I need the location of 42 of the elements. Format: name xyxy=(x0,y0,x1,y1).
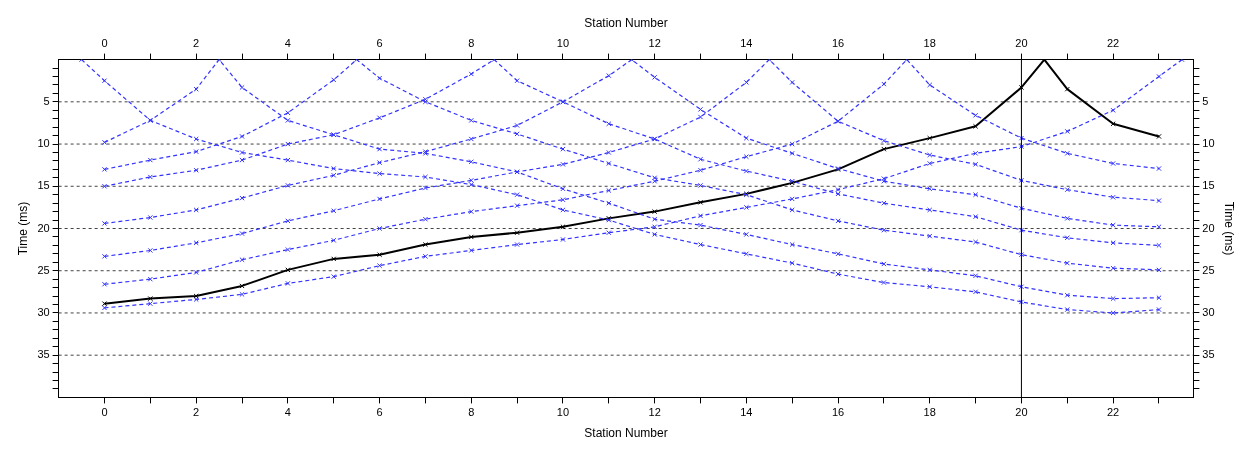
x-tick-label: 22 xyxy=(1107,406,1120,419)
y-tick-label: 25 xyxy=(37,263,50,276)
x-tick-label: 12 xyxy=(648,406,661,419)
x-tick-label: 20 xyxy=(1015,406,1028,419)
x-axis-title: Station Number xyxy=(584,426,668,441)
x-tick-label: 6 xyxy=(376,406,383,419)
y-tick-label: 35 xyxy=(37,348,50,361)
x-tick-label: 10 xyxy=(556,406,570,419)
y2-tick-label: 30 xyxy=(1202,305,1215,318)
y2-tick-label: 15 xyxy=(1202,179,1215,192)
x2-tick-label: 14 xyxy=(740,37,753,50)
x-tick-label: 0 xyxy=(101,406,108,419)
y-tick-label: 20 xyxy=(37,221,50,234)
y2-tick-label: 25 xyxy=(1202,263,1215,276)
x-tick-label: 4 xyxy=(284,406,291,419)
x-tick-label: 16 xyxy=(831,406,845,419)
x2-tick-label: 0 xyxy=(101,37,108,50)
y-axis-title: Time (ms) xyxy=(15,201,30,256)
x2-tick-label: 4 xyxy=(284,37,291,50)
x2-tick-label: 20 xyxy=(1015,37,1028,50)
x2-axis-title: Station Number xyxy=(584,15,668,30)
x-tick-label: 8 xyxy=(468,406,475,419)
x2-tick-label: 16 xyxy=(831,37,845,50)
x2-tick-label: 6 xyxy=(376,37,383,50)
x-tick-label: 14 xyxy=(740,406,753,419)
x2-tick-label: 22 xyxy=(1107,37,1120,50)
y2-tick-label: 5 xyxy=(1202,94,1209,107)
x2-tick-label: 8 xyxy=(468,37,475,50)
x-tick-label: 18 xyxy=(923,406,936,419)
y2-tick-label: 35 xyxy=(1202,348,1215,361)
x2-tick-label: 2 xyxy=(193,37,200,50)
x2-tick-label: 10 xyxy=(556,37,570,50)
x2-tick-label: 12 xyxy=(648,37,661,50)
y2-tick-label: 10 xyxy=(1202,137,1215,150)
x2-tick-label: 18 xyxy=(923,37,936,50)
y2-axis-title: Time (ms) xyxy=(1222,201,1237,256)
y-tick-label: 15 xyxy=(37,179,50,192)
y-tick-label: 5 xyxy=(43,94,50,107)
y-tick-label: 30 xyxy=(37,305,50,318)
y2-tick-label: 20 xyxy=(1202,221,1215,234)
y-tick-label: 10 xyxy=(37,137,50,150)
x-tick-label: 2 xyxy=(193,406,200,419)
